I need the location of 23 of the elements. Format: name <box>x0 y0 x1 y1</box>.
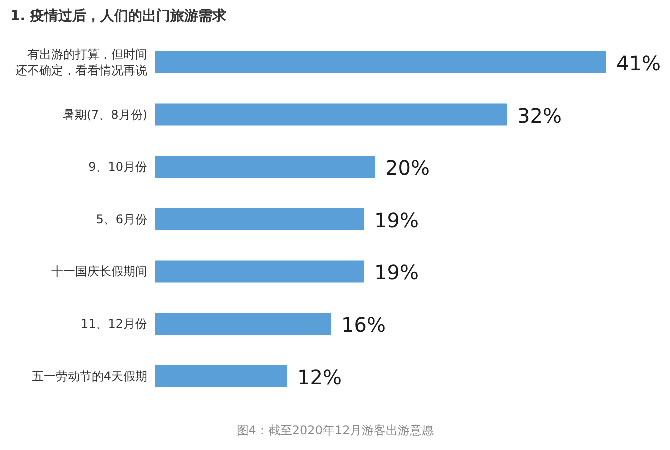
data-label: 16% <box>342 313 386 337</box>
data-label: 19% <box>374 260 419 285</box>
bar <box>156 260 364 283</box>
y-tick-label: 9、10月份 <box>88 160 148 174</box>
bar <box>156 156 376 178</box>
chart-title: 1. 疫情过后，人们的出门旅游需求 <box>10 8 228 24</box>
data-label: 32% <box>518 104 562 128</box>
data-label: 19% <box>374 208 419 232</box>
bar <box>156 365 288 388</box>
data-label: 12% <box>298 365 342 390</box>
bar <box>156 52 606 74</box>
y-tick-label: 有出游的打算，但时间还不确定，看看情况再说 <box>16 47 148 78</box>
y-tick-label: 暑期(7、8月份) <box>62 108 148 122</box>
data-label: 20% <box>386 156 430 180</box>
caption: 图4：截至2020年12月游客出游意愿 <box>236 424 434 438</box>
y-tick-label: 十一国庆长假期间 <box>52 264 148 279</box>
y-tick-label: 五一劳动节的4天假期 <box>32 369 148 384</box>
y-tick-label: 5、6月份 <box>96 212 148 226</box>
data-label: 41% <box>616 52 661 76</box>
bar <box>156 208 364 230</box>
y-tick-label: 11、12月份 <box>80 317 148 331</box>
bar <box>156 313 332 335</box>
bar <box>156 104 508 126</box>
